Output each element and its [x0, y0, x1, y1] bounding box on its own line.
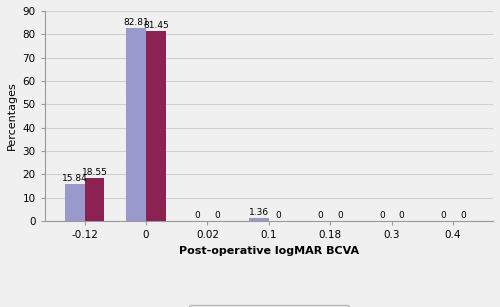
Bar: [146, 31, 166, 221]
Text: 0: 0: [318, 211, 324, 220]
Text: 0: 0: [276, 211, 281, 220]
Text: 15.84: 15.84: [62, 174, 88, 183]
Text: 81.45: 81.45: [143, 21, 169, 30]
Text: 0: 0: [440, 211, 446, 220]
Text: 0: 0: [460, 211, 466, 220]
Text: 0: 0: [195, 211, 200, 220]
Legend: Allegretto, Technolas: Allegretto, Technolas: [188, 305, 349, 307]
X-axis label: Post-operative logMAR BCVA: Post-operative logMAR BCVA: [179, 246, 359, 256]
Bar: [65, 184, 84, 221]
Text: 0: 0: [337, 211, 343, 220]
Text: 18.55: 18.55: [82, 168, 108, 177]
Bar: [84, 178, 104, 221]
Text: 0: 0: [379, 211, 384, 220]
Bar: [249, 218, 269, 221]
Text: 0: 0: [214, 211, 220, 220]
Text: 1.36: 1.36: [249, 208, 269, 217]
Bar: [126, 28, 146, 221]
Text: 0: 0: [398, 211, 404, 220]
Text: 82.81: 82.81: [124, 17, 149, 27]
Y-axis label: Percentages: Percentages: [7, 82, 17, 150]
